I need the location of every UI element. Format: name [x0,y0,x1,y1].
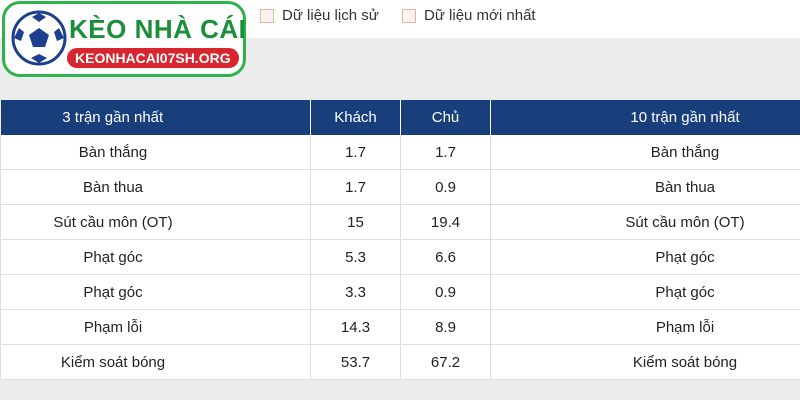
table-cell: 1.7 [310,169,401,205]
table-cell: 1.7 [400,135,491,170]
logo[interactable]: KÈO NHÀ CÁI KEONHACAI07SH.ORG [2,1,246,77]
table-cell: Kiểm soát bóng [0,344,311,380]
table-cell: Bàn thua [490,169,800,205]
filter-label: Dữ liệu mới nhất [424,7,536,24]
table-row: Phạm lỗi 14.3 8.9 Phạm lỗi [0,309,800,345]
table-row: Sút cầu môn (OT) 15 19.4 Sút cầu môn (OT) [0,204,800,240]
table-row: Bàn thắng 1.7 1.7 Bàn thắng [0,135,800,170]
column-header: 3 trận gần nhất [0,100,311,135]
table-cell: Sút cầu môn (OT) [0,204,311,240]
table-cell: Bàn thắng [0,135,311,170]
filter-checkbox[interactable]: Dữ liệu mới nhất [402,7,536,24]
table-cell: 6.6 [400,239,491,275]
table-cell: Phạt góc [0,239,311,275]
table-cell: Sút cầu môn (OT) [490,204,800,240]
table-row: Bàn thua 1.7 0.9 Bàn thua [0,169,800,205]
table-row: Kiểm soát bóng 53.7 67.2 Kiểm soát bóng [0,344,800,380]
stats-table: 3 trận gần nhất Khách Chủ 10 trận gần nhất … [0,100,800,380]
column-header: 10 trận gần nhất [490,100,800,135]
table-cell: Bàn thắng [490,135,800,170]
column-header: Chủ [400,100,491,135]
table-cell: 3.3 [310,274,401,310]
column-header: Khách [310,100,401,135]
table-cell: 1.7 [310,135,401,170]
table-cell: Bàn thua [0,169,311,205]
ball-icon [11,10,67,66]
table-cell: 15 [310,204,401,240]
table-cell: 0.9 [400,169,491,205]
table-cell: Phạm lỗi [0,309,311,345]
table-cell: 53.7 [310,344,401,380]
table-cell: Phạm lỗi [490,309,800,345]
table-cell: Phạt góc [490,274,800,310]
header-row: 3 trận gần nhất Khách Chủ 10 trận gần nhất [0,100,800,135]
table-cell: Phạt góc [490,239,800,275]
logo-title: KÈO NHÀ CÁI [69,14,247,44]
table-row: Phạt góc 3.3 0.9 Phạt góc [0,274,800,310]
filter-label: Dữ liệu lịch sử [282,7,379,24]
table-cell: Kiểm soát bóng [490,344,800,380]
table-row: Phạt góc 5.3 6.6 Phạt góc [0,239,800,275]
table-cell: 67.2 [400,344,491,380]
table-cell: 0.9 [400,274,491,310]
filter-checkbox[interactable]: Dữ liệu lịch sử [260,7,379,24]
table-cell: 14.3 [310,309,401,345]
table-cell: 19.4 [400,204,491,240]
table-cell: Phạt góc [0,274,311,310]
logo-url: KEONHACAI07SH.ORG [67,48,239,68]
table-cell: 8.9 [400,309,491,345]
table-cell: 5.3 [310,239,401,275]
